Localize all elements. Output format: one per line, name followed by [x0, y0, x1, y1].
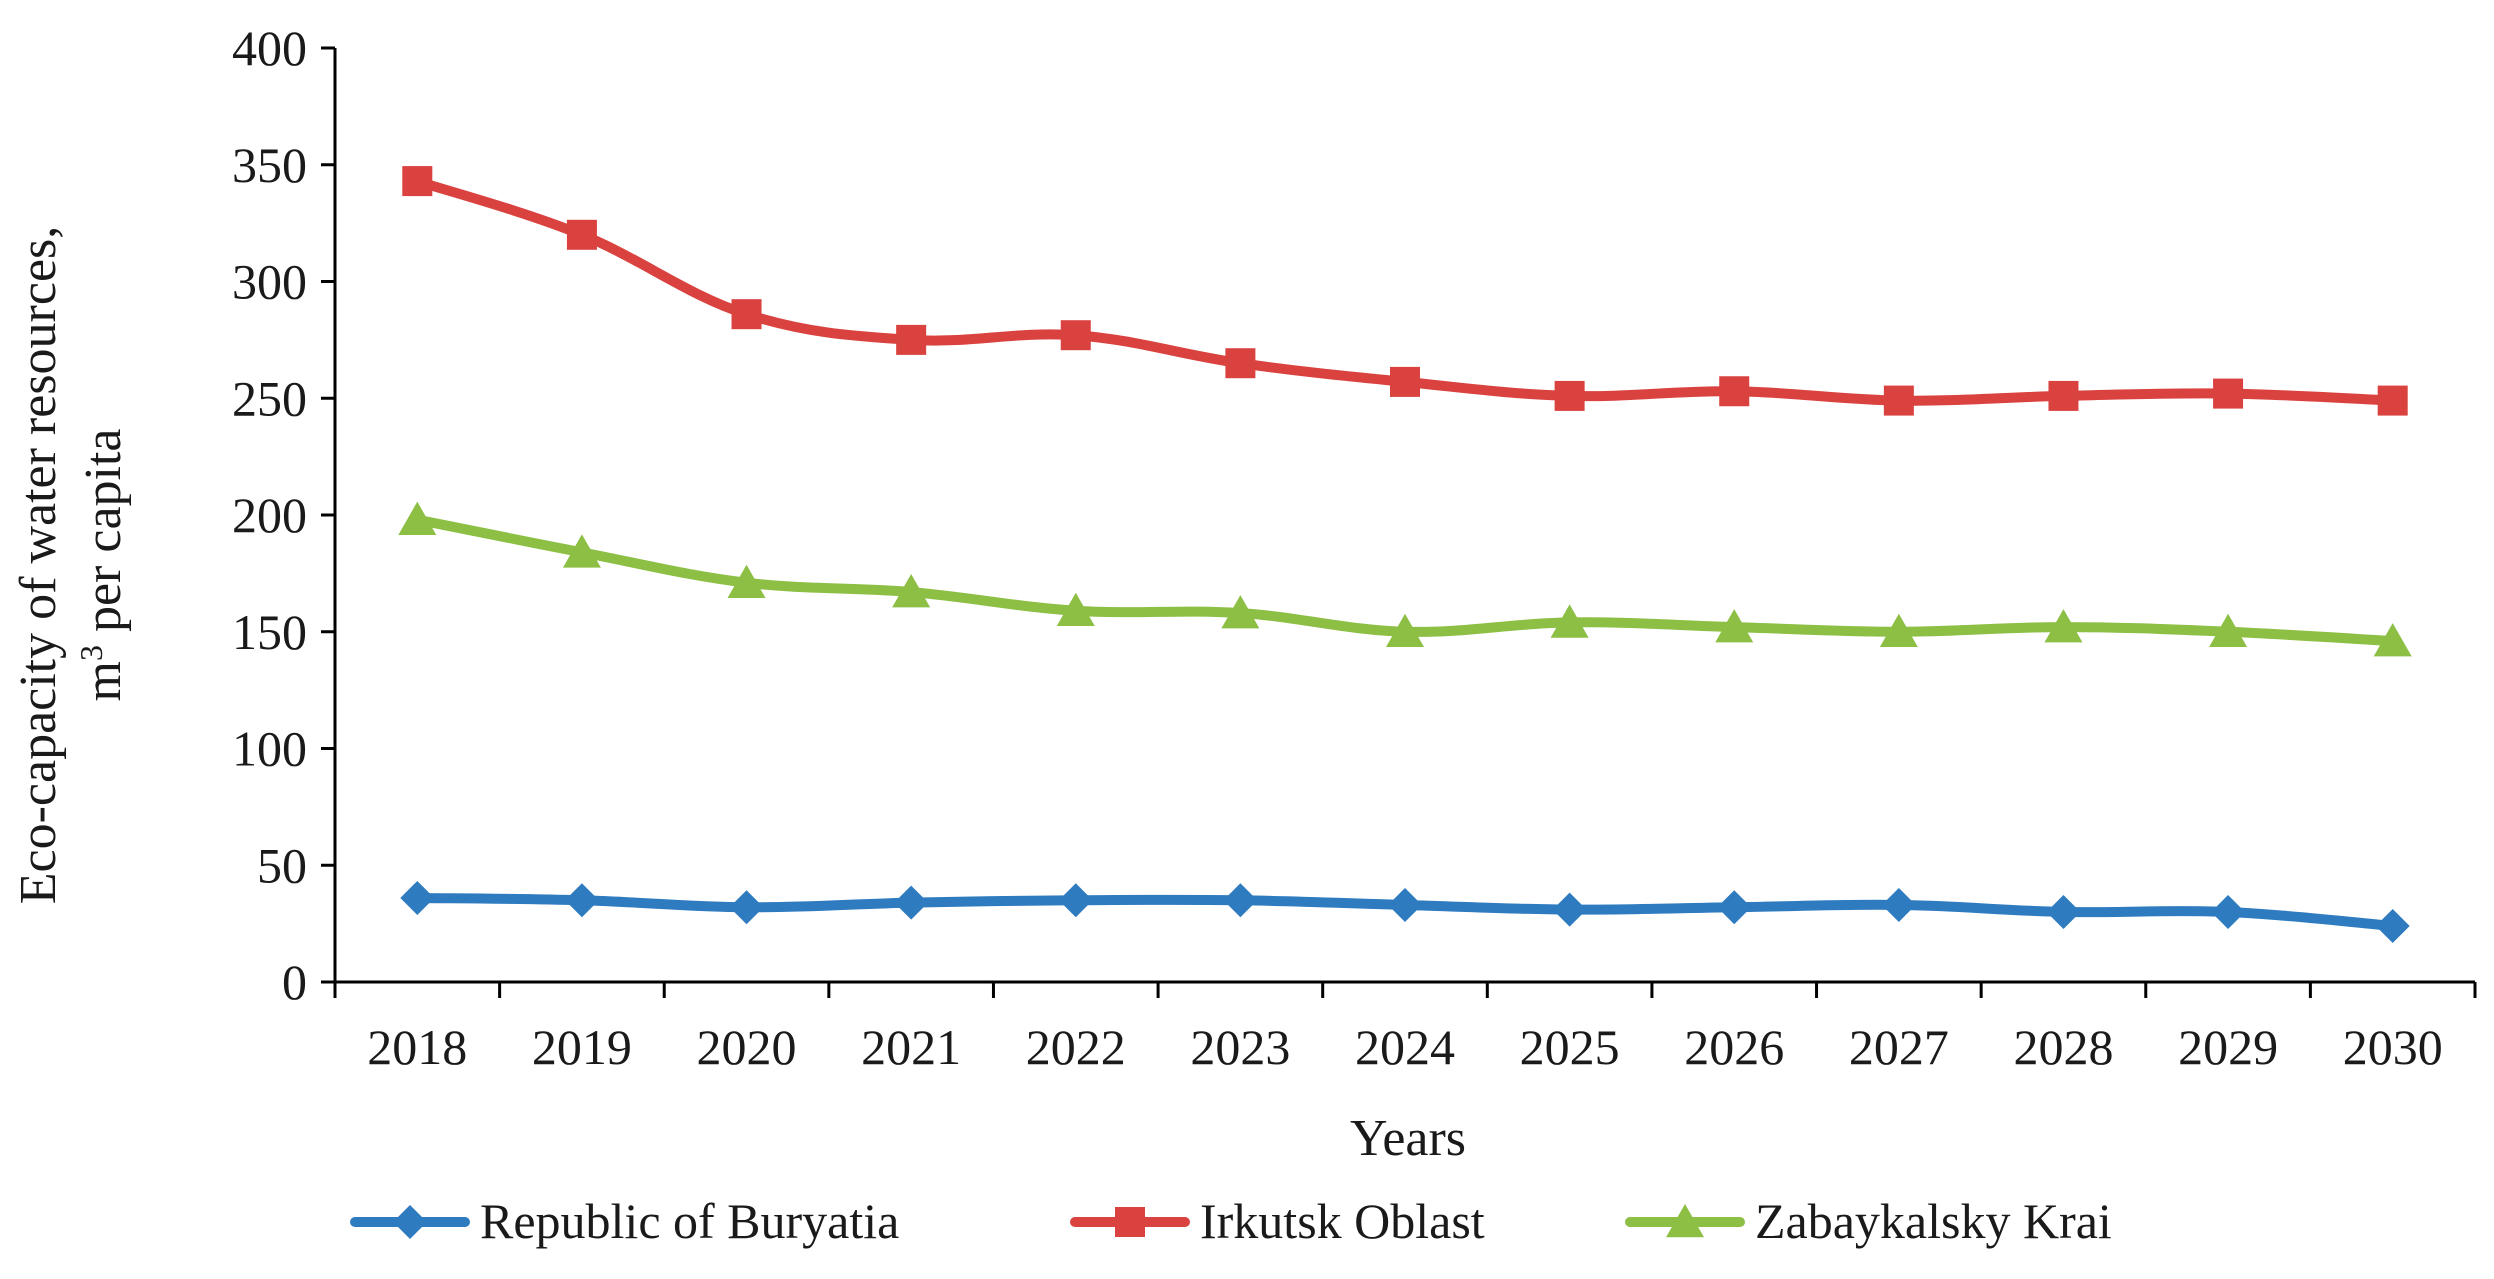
x-tick-label: 2025	[1520, 1019, 1620, 1075]
x-tick-label: 2029	[2178, 1019, 2278, 1075]
x-tick-label: 2022	[1026, 1019, 1126, 1075]
y-tick-label: 50	[257, 837, 307, 893]
x-tick-label: 2018	[367, 1019, 467, 1075]
data-point	[894, 885, 929, 920]
data-point	[1552, 892, 1587, 927]
data-point	[1225, 348, 1256, 379]
legend-item: Zabaykalsky Krai	[1625, 1193, 2112, 1249]
y-tick-label: 350	[232, 137, 307, 193]
y-axis-title-line2: m3 per capita	[73, 429, 132, 702]
legend-label: Zabaykalsky Krai	[1755, 1193, 2112, 1249]
data-point	[1881, 887, 1916, 922]
data-point	[731, 299, 762, 330]
data-point	[896, 324, 927, 355]
data-point	[1386, 613, 1424, 648]
y-tick-label: 100	[232, 721, 307, 777]
legend-swatch-marker	[393, 1205, 427, 1239]
x-axis: 2018 2019 2020 2021 2022 2023 2024 2025 2026 2027…	[333, 980, 2477, 1075]
data-point	[2377, 385, 2408, 416]
data-point	[2044, 609, 2083, 643]
y-tick-label: 0	[282, 954, 307, 1010]
data-point	[2048, 380, 2079, 411]
x-tick-label: 2024	[1355, 1019, 1455, 1075]
x-tick-label: 2026	[1684, 1019, 1784, 1075]
data-point	[398, 501, 437, 535]
data-point	[1388, 887, 1422, 922]
x-tick-label: 2030	[2343, 1019, 2443, 1075]
y-tick-label: 250	[232, 370, 307, 426]
legend-label: Irkutsk Oblast	[1200, 1193, 1485, 1249]
data-point	[1879, 613, 1918, 648]
data-point	[892, 574, 931, 608]
data-point	[1883, 385, 1914, 416]
data-point	[1390, 366, 1420, 397]
data-point	[1717, 890, 1752, 925]
legend: Republic of Buryatia Irkutsk Oblast Zabayk…	[350, 1193, 2112, 1249]
data-point	[1221, 595, 1260, 629]
data-point	[402, 166, 433, 197]
data-point	[562, 534, 601, 568]
y-axis: 0 50 100 150 200 250 300 350 400	[232, 20, 337, 1010]
data-point	[727, 564, 766, 599]
data-point	[400, 880, 435, 915]
x-tick-label: 2023	[1190, 1019, 1290, 1075]
plot-area	[398, 166, 2412, 943]
data-point	[564, 883, 599, 918]
data-point	[2209, 613, 2248, 648]
series-republic-of-buryatia	[400, 880, 2410, 943]
data-point	[2375, 908, 2410, 943]
data-point	[2373, 623, 2412, 657]
data-point	[729, 890, 764, 925]
x-tick-label: 2020	[697, 1019, 797, 1075]
data-point	[1715, 609, 1754, 643]
legend-swatch-marker	[1115, 1207, 1145, 1237]
data-point	[1060, 320, 1091, 351]
x-tick-label: 2027	[1849, 1019, 1949, 1075]
data-point	[2046, 894, 2081, 929]
y-axis-title-line1: Eco-capacity of water resources,	[10, 226, 67, 905]
data-point	[2213, 378, 2244, 409]
y-axis-title: Eco-capacity of water resources, m3 per …	[10, 226, 132, 905]
y-axis-title-unit-suffix: per capita	[75, 429, 132, 646]
legend-label: Republic of Buryatia	[480, 1193, 899, 1249]
y-tick-label: 300	[232, 254, 307, 310]
x-tick-label: 2019	[532, 1019, 632, 1075]
series-irkutsk-oblast	[402, 166, 2408, 416]
x-tick-label: 2028	[2013, 1019, 2113, 1075]
data-point	[1550, 604, 1589, 638]
series-zabaykalsky-krai	[398, 501, 2412, 657]
data-point	[1056, 592, 1095, 627]
x-axis-title: Years	[1350, 1110, 1466, 1167]
data-point	[1554, 380, 1585, 411]
data-point	[1223, 883, 1258, 918]
x-tick-label: 2021	[861, 1019, 961, 1075]
y-tick-label: 200	[232, 487, 307, 543]
y-tick-label: 150	[232, 604, 307, 660]
y-tick-label: 400	[232, 20, 307, 76]
legend-item: Irkutsk Oblast	[1070, 1193, 1485, 1249]
data-point	[566, 219, 597, 250]
legend-swatch-marker	[1666, 1204, 1704, 1238]
data-point	[2211, 894, 2246, 929]
data-point	[1719, 376, 1750, 407]
legend-item: Republic of Buryatia	[350, 1193, 899, 1249]
data-point	[1058, 883, 1093, 918]
y-axis-title-unit-exponent: 3	[73, 645, 109, 661]
y-axis-title-unit: m	[75, 661, 132, 701]
